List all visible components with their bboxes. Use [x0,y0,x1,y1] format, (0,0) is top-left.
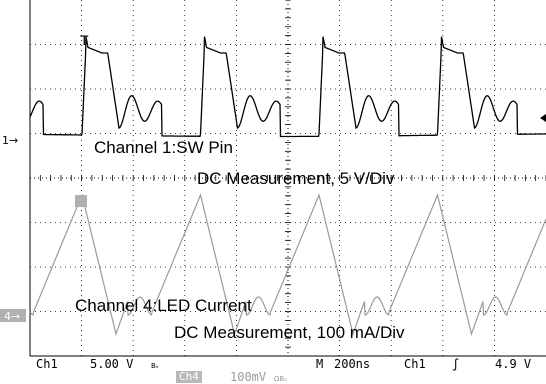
timebase-label: M [316,357,324,371]
channel-4-ground-marker: 4→ [4,310,20,323]
trigger-position-marker: T [80,32,89,48]
channel-1-annotation-scale: DC Measurement, 5 V/Div [197,169,395,188]
channel-4-annotation-scale: DC Measurement, 100 mA/Div [174,323,405,342]
ch1-label: Ch1 [36,357,58,371]
trigger-source: Ch1 [404,357,426,371]
graticule-grid [29,0,546,357]
trigger-level: 4.9 V [495,357,532,371]
timebase-value: 200ns [334,357,371,371]
channel-1-annotation-title: Channel 1:SW Pin [94,138,233,157]
channel-4-annotation-title: Channel 4:LED Current [75,296,252,315]
ch1-coupling: Bᵥ [151,362,159,370]
channel-4-trace [29,193,546,337]
ch4-coupling: ΩBᵥ [274,375,288,383]
trigger-slope-icon: ʃ [452,357,460,371]
trigger-level-arrow-icon [540,114,546,122]
ch4-label: Ch4 [176,371,202,383]
channel-1-ground-marker: 1→ [2,134,18,147]
ch4-scale: 100mV [230,370,267,384]
ch1-scale: 5.00 V [90,357,134,371]
channel-1-trace [29,36,546,138]
channel-4-ground-marker-bg [0,309,26,322]
ch4-trigger-marker [75,195,87,207]
